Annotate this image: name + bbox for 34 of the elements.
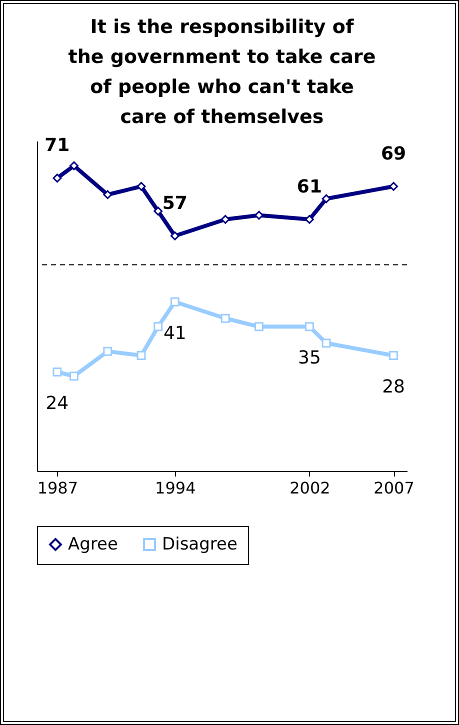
- point: [254, 322, 264, 332]
- point: [52, 174, 62, 183]
- x-tick-label: 2007: [374, 478, 414, 498]
- data-label: 71: [44, 135, 70, 156]
- point: [154, 206, 163, 216]
- data-label: 24: [46, 393, 69, 414]
- point: [304, 322, 314, 332]
- point: [322, 194, 331, 204]
- point: [389, 182, 398, 191]
- legend-label: Agree: [68, 534, 118, 555]
- data-label: 69: [381, 143, 406, 164]
- point: [70, 372, 78, 381]
- point: [220, 314, 230, 323]
- data-label: 41: [163, 322, 186, 344]
- point: [389, 351, 398, 360]
- chart-title: It is the responsibility of the government to take care of people who can't take care of themselves: [68, 16, 376, 128]
- x-tick-label: 1987: [37, 478, 78, 498]
- data-label: 61: [296, 176, 322, 198]
- legend-label: Disagree: [162, 534, 238, 555]
- data-label: 28: [382, 376, 405, 398]
- data-label: 35: [298, 348, 321, 369]
- point: [136, 351, 146, 360]
- point: [154, 322, 163, 332]
- point: [52, 368, 62, 376]
- point: [70, 161, 78, 170]
- point: [103, 190, 112, 200]
- point: [170, 231, 180, 240]
- point: [103, 346, 112, 356]
- data-label: 57: [162, 192, 188, 214]
- x-tick-label: 2002: [290, 478, 330, 498]
- point: [322, 338, 331, 348]
- x-tick-label: 1994: [155, 478, 196, 498]
- point: [170, 297, 180, 306]
- point: [136, 182, 146, 191]
